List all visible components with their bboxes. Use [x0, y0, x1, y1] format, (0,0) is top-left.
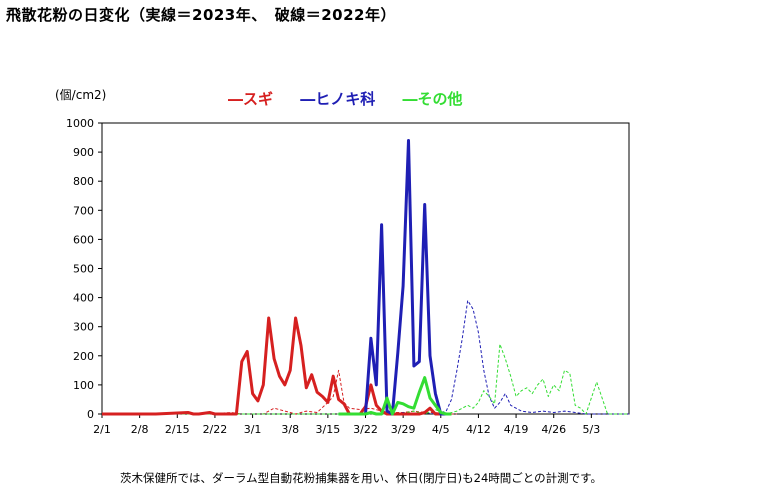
page-title: 飛散花粉の日変化（実線＝2023年、 破線＝2022年）	[6, 6, 396, 24]
x-tick-label: 3/22	[353, 423, 378, 436]
x-tick-label: 3/15	[316, 423, 341, 436]
y-tick-label: 300	[73, 321, 94, 334]
legend-sugi-line: ―	[228, 90, 243, 108]
axes: 0 100 200 300 400 500 600 700 800 900 1000 2/1 2/8 2/…	[66, 117, 630, 436]
y-tick-label: 400	[73, 292, 94, 305]
x-tick-label: 2/22	[203, 423, 228, 436]
x-tick-label: 2/1	[93, 423, 111, 436]
x-tick-label: 4/19	[504, 423, 529, 436]
legend-other-line: ―	[402, 90, 418, 108]
x-tick-label: 2/15	[165, 423, 190, 436]
x-tick-label: 4/12	[466, 423, 491, 436]
x-tick-label: 2/8	[131, 423, 149, 436]
legend: ―スギ ―ヒノキ科 ―その他	[228, 88, 485, 109]
series-line-2023-1	[338, 139, 452, 416]
legend-sugi: ―スギ	[228, 90, 278, 108]
series-layer	[102, 139, 629, 416]
series-line-2023-2	[338, 376, 452, 416]
y-tick-label: 900	[73, 146, 94, 159]
legend-hinoki-line: ―	[300, 90, 316, 108]
x-tick-label: 3/29	[391, 423, 416, 436]
legend-sugi-label: スギ	[243, 90, 274, 108]
series-line-2022-5	[102, 343, 629, 415]
legend-hinoki-label: ヒノキ科	[315, 90, 376, 108]
y-tick-label: 800	[73, 175, 94, 188]
y-tick-label: 500	[73, 263, 94, 276]
legend-other: ―その他	[403, 90, 463, 108]
y-tick-label: 700	[73, 204, 94, 217]
x-tick-label: 4/26	[541, 423, 566, 436]
y-tick-label: 1000	[66, 117, 94, 130]
series-line-2023-0	[102, 316, 452, 416]
x-tick-label: 3/1	[244, 423, 262, 436]
legend-hinoki: ―ヒノキ科	[300, 90, 380, 108]
x-tick-label: 4/5	[432, 423, 450, 436]
y-tick-label: 0	[87, 408, 94, 421]
y-tick-label: 100	[73, 379, 94, 392]
legend-other-label: その他	[417, 90, 463, 108]
plot-frame	[101, 122, 630, 415]
y-tick-label: 200	[73, 350, 94, 363]
x-tick-label: 3/8	[281, 423, 299, 436]
x-tick-label: 5/3	[583, 423, 601, 436]
y-unit-label: (個/cm2)	[55, 88, 107, 102]
y-tick-label: 600	[73, 233, 94, 246]
footnote: 茨木保健所では、ダーラム型自動花粉捕集器を用い、休日(閉庁日)も24時間ごとの計…	[120, 471, 602, 485]
